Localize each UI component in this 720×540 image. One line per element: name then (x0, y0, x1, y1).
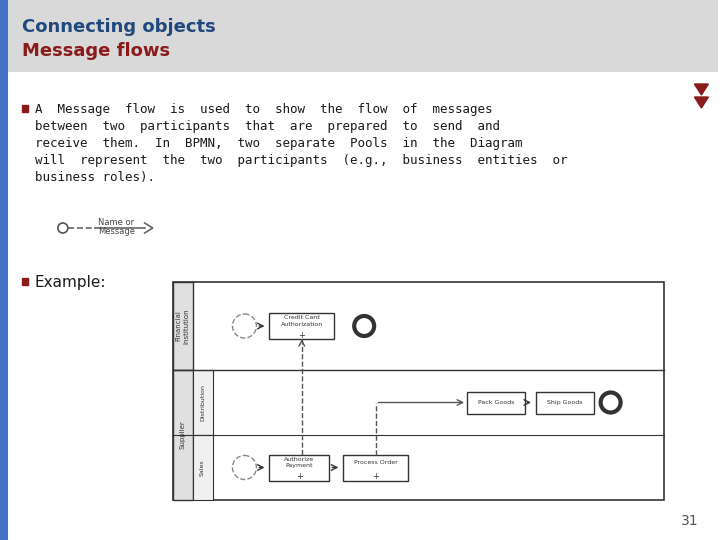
Text: A  Message  flow  is  used  to  show  the  flow  of  messages: A Message flow is used to show the flow … (35, 103, 492, 116)
Polygon shape (694, 97, 708, 108)
Text: Authorize
Payment: Authorize Payment (284, 457, 315, 468)
Bar (467, 392, 525, 414)
Text: Process Order: Process Order (354, 460, 397, 465)
Text: Example:: Example: (35, 275, 107, 290)
Bar (269, 455, 329, 481)
Text: Ship Goods: Ship Goods (547, 400, 582, 405)
Text: 31: 31 (681, 514, 698, 528)
Text: Connecting objects: Connecting objects (22, 18, 216, 36)
Bar (269, 313, 334, 339)
Text: Name or: Name or (98, 218, 134, 227)
Text: will  represent  the  two  participants  (e.g.,  business  entities  or: will represent the two participants (e.g… (35, 154, 567, 167)
Bar (173, 282, 192, 370)
Bar (192, 370, 212, 435)
Bar (536, 392, 594, 414)
Text: receive  them.  In  BPMN,  two  separate  Pools  in  the  Diagram: receive them. In BPMN, two separate Pool… (35, 137, 523, 150)
Bar (0, 0, 719, 72)
Bar (173, 370, 192, 500)
Bar (0, 0, 8, 540)
Bar (173, 282, 665, 500)
Polygon shape (694, 84, 708, 95)
Text: Message: Message (98, 227, 135, 236)
Bar (192, 435, 212, 500)
Text: Sales: Sales (200, 459, 205, 476)
Text: Supplier: Supplier (179, 421, 186, 449)
Text: Distribution: Distribution (200, 384, 205, 421)
Bar (343, 455, 408, 481)
Polygon shape (22, 278, 28, 285)
Text: between  two  participants  that  are  prepared  to  send  and: between two participants that are prepar… (35, 120, 500, 133)
Text: +: + (298, 330, 305, 340)
Text: Financial
Institution: Financial Institution (176, 308, 189, 344)
Text: +: + (372, 472, 379, 481)
Circle shape (600, 393, 621, 413)
Polygon shape (22, 105, 28, 112)
Circle shape (233, 456, 256, 480)
Text: Message flows: Message flows (22, 42, 170, 60)
Circle shape (233, 314, 256, 338)
Circle shape (354, 316, 374, 336)
Circle shape (58, 223, 68, 233)
Text: Credit Card
Authorization: Credit Card Authorization (281, 315, 323, 327)
Text: business roles).: business roles). (35, 171, 155, 184)
Text: +: + (296, 472, 303, 481)
Text: Pack Goods: Pack Goods (477, 400, 514, 405)
